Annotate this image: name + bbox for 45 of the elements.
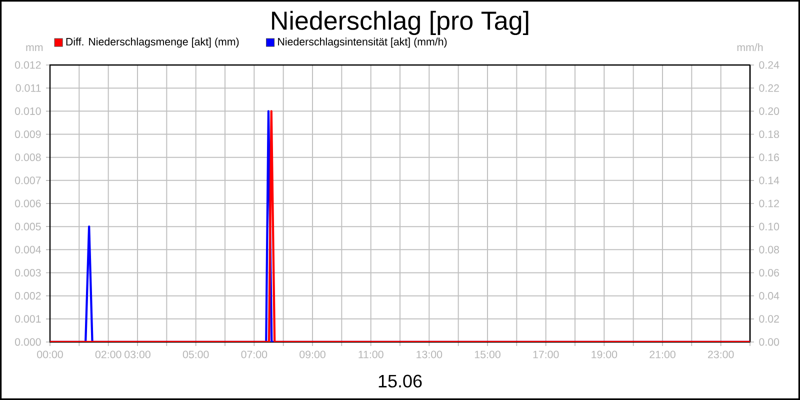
y2-tick-label: 0.22 <box>759 84 779 92</box>
x-tick-label: 00:00 <box>37 350 63 358</box>
y2-tick-label: 0.02 <box>759 315 779 323</box>
y-tick-label: 0.011 <box>16 84 41 92</box>
x-tick-label: 23:00 <box>708 350 734 358</box>
chart-title: Niederschlag [pro Tag] <box>272 10 528 36</box>
y2-tick-label: 0.16 <box>759 154 779 162</box>
y2-axis-title: mm/h <box>737 43 763 52</box>
y-tick-label: 0.005 <box>15 222 41 230</box>
y-tick-label: 0.012 <box>15 61 41 69</box>
y-tick-label: 0.006 <box>15 200 41 208</box>
y2-tick-label: 0.08 <box>759 246 779 254</box>
y-tick-label: 0.003 <box>15 268 41 277</box>
x-tick-label: 21:00 <box>650 350 676 358</box>
y2-tick-label: 0.00 <box>759 338 780 346</box>
x-tick-label: 17:00 <box>533 350 559 358</box>
x-tick-label: 19:00 <box>592 350 618 358</box>
y-tick-label: 0.004 <box>15 246 41 254</box>
y-tick-label: 0.009 <box>15 130 41 138</box>
y2-tick-label: 0.18 <box>759 130 779 138</box>
y2-tick-label: 0.10 <box>759 222 780 230</box>
x-tick-label: 03:00 <box>124 350 150 358</box>
y2-tick-label: 0.12 <box>759 200 779 208</box>
y2-tick-label: 0.06 <box>759 268 779 277</box>
legend-label: Niederschlagsintensität [akt] (mm/h) <box>278 38 447 48</box>
y2-tick-label: 0.24 <box>759 61 780 69</box>
y-tick-label: 0.000 <box>15 338 41 346</box>
y-tick-label: 0.008 <box>15 154 41 162</box>
x-tick-label: 09:00 <box>300 350 326 358</box>
x-tick-label: 02:00 <box>95 350 122 358</box>
x-tick-label: 05:00 <box>182 350 209 358</box>
y-tick-label: 0.007 <box>15 176 41 184</box>
y-axis-title: mm <box>26 45 43 51</box>
legend-label: Diff. Niederschlagsmenge [akt] (mm) <box>66 38 239 48</box>
y2-tick-label: 0.14 <box>759 176 780 184</box>
y-tick-label: 0.010 <box>15 107 41 115</box>
x-tick-label: 13:00 <box>416 350 442 358</box>
x-axis-title: 15.06 <box>378 374 422 388</box>
x-tick-label: 11:00 <box>358 350 384 358</box>
x-tick-label: 15:00 <box>474 350 500 358</box>
y-tick-label: 0.001 <box>15 315 41 323</box>
y2-tick-label: 0.04 <box>759 292 780 300</box>
y2-tick-label: 0.20 <box>759 107 780 115</box>
y-tick-label: 0.002 <box>15 292 41 300</box>
x-tick-label: 07:00 <box>241 350 268 358</box>
